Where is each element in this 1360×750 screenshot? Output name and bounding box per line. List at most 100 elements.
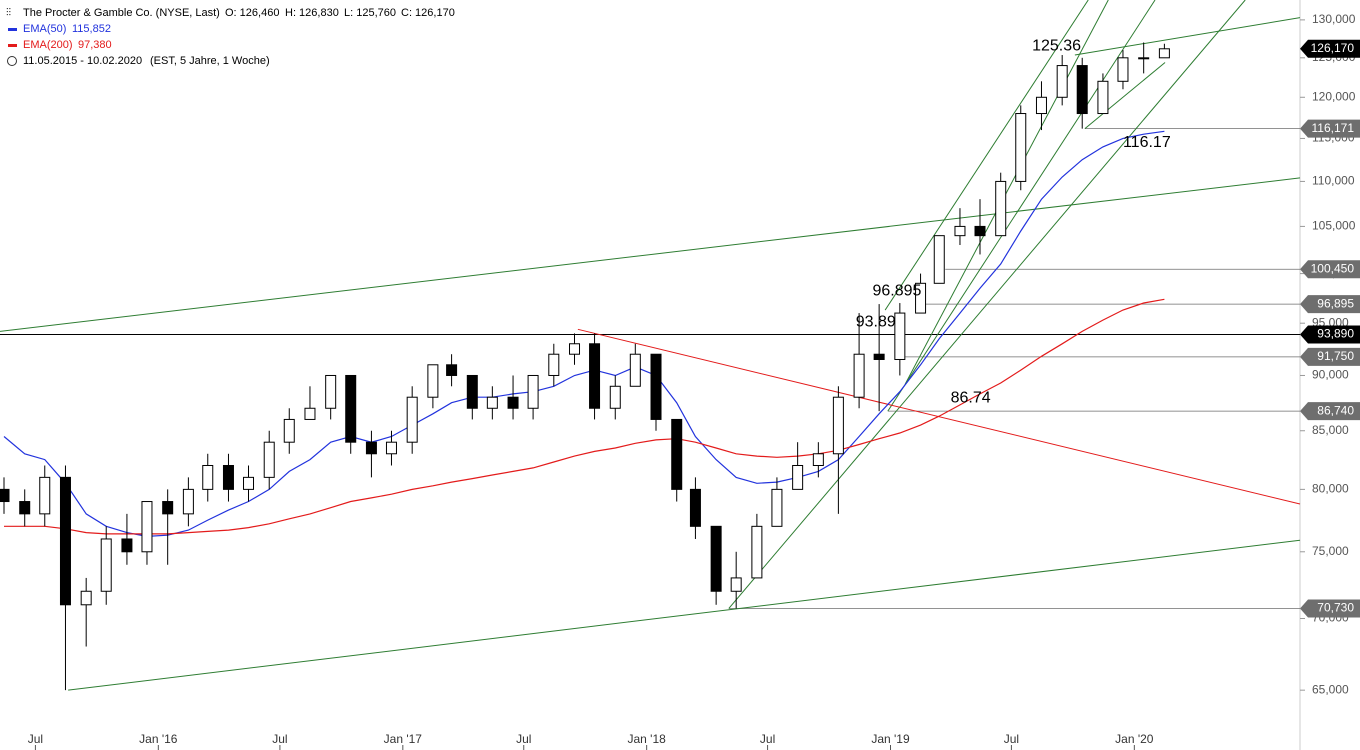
candle-body — [1097, 80, 1109, 115]
candle-body — [1117, 57, 1129, 82]
candle-body — [182, 488, 194, 515]
candle-body — [19, 501, 31, 515]
trendline — [887, 0, 1156, 412]
level-tag-label: 70,730 — [1317, 601, 1354, 615]
candle-body — [385, 441, 397, 455]
x-tick-label: Jan '19 — [871, 732, 910, 746]
candle-body — [446, 364, 458, 376]
candle-body — [792, 464, 804, 490]
x-tick-label: Jan '17 — [384, 732, 423, 746]
legend-name: EMA(50) — [23, 23, 66, 35]
trendline — [728, 0, 1246, 609]
candle-body — [222, 464, 234, 490]
level-tag-label: 100,450 — [1311, 261, 1355, 275]
candle-body — [650, 353, 662, 420]
candle-body — [771, 488, 783, 527]
level-tag — [1300, 39, 1360, 58]
candle-body — [345, 374, 357, 443]
date-range: 11.05.2015 - 10.02.2020 — [23, 55, 142, 67]
candle-body — [406, 396, 418, 443]
chart-title: The Procter & Gamble Co. (NYSE, Last) — [23, 7, 220, 19]
y-tick-label: 65,000 — [1312, 682, 1349, 696]
candle-body — [569, 343, 581, 355]
candle-body — [915, 282, 927, 314]
legend-value: 97,380 — [78, 39, 112, 51]
candle-body — [365, 441, 377, 455]
candle-body — [59, 476, 71, 606]
y-tick-label: 80,000 — [1312, 482, 1349, 496]
candle-body — [609, 385, 621, 409]
candle-body — [263, 441, 275, 478]
candle-body — [1035, 96, 1047, 115]
candle-body — [548, 353, 560, 376]
x-tick-label: Jul — [1004, 732, 1019, 746]
candle-body — [812, 453, 824, 466]
y-tick-label: 110,000 — [1312, 174, 1355, 188]
legend-swatch — [8, 44, 17, 47]
y-tick-label: 105,000 — [1312, 219, 1356, 233]
ohlc-close: C: 126,170 — [401, 7, 455, 19]
clock-icon — [7, 56, 17, 66]
candle-body — [507, 396, 519, 409]
candle-body — [853, 353, 865, 398]
legend-swatch — [8, 28, 17, 31]
candle-body — [527, 374, 539, 409]
ohlc-high: H: 126,830 — [285, 7, 339, 19]
annotation: 125.36 — [1032, 37, 1081, 54]
ohlc-low: L: 125,760 — [344, 7, 396, 19]
ohlc-open: O: 126,460 — [225, 7, 279, 19]
candle-body — [162, 501, 174, 515]
trendline — [0, 177, 1301, 332]
ema-line — [3, 130, 1165, 538]
level-tag-label: 116,171 — [1312, 121, 1355, 135]
level-tag-label: 93,890 — [1317, 327, 1354, 341]
candle-body — [202, 464, 214, 490]
candle-body — [730, 577, 742, 592]
candle-body — [1015, 113, 1027, 182]
range-note: (EST, 5 Jahre, 1 Woche) — [150, 55, 270, 67]
candle-body — [995, 180, 1007, 237]
candle-body — [894, 312, 906, 360]
candle-body — [689, 488, 701, 527]
x-tick-label: Jul — [28, 732, 43, 746]
level-tag — [1300, 599, 1360, 618]
candle-body — [873, 353, 885, 360]
ema-line — [4, 298, 1165, 535]
y-tick-label: 75,000 — [1312, 544, 1349, 558]
candle-body — [751, 525, 763, 579]
level-tag — [1300, 402, 1360, 421]
candle-body — [1138, 57, 1150, 60]
annotation: 93.89 — [856, 313, 896, 330]
level-tag — [1300, 260, 1360, 279]
x-tick-label: Jul — [760, 732, 775, 746]
legend-name: EMA(200) — [23, 39, 73, 51]
level-tag — [1300, 119, 1360, 138]
candle-body — [1076, 65, 1088, 115]
y-tick-label: 130,000 — [1312, 12, 1356, 26]
x-tick-label: Jan '16 — [139, 732, 178, 746]
candle-body — [486, 396, 498, 409]
candle-body — [954, 225, 966, 237]
annotation: 96.895 — [872, 282, 921, 299]
candle-body — [0, 488, 10, 503]
candle-body — [325, 374, 337, 409]
candle-body — [671, 418, 683, 490]
level-tag-label: 126,170 — [1311, 41, 1355, 55]
x-tick-label: Jul — [516, 732, 531, 746]
trendline — [884, 0, 1089, 311]
candle-body — [283, 418, 295, 443]
annotation: 116.17 — [1123, 134, 1171, 151]
candle-body — [466, 374, 478, 409]
candle-body — [710, 525, 722, 592]
y-tick-label: 120,000 — [1312, 89, 1356, 103]
candle-body — [80, 590, 92, 606]
x-tick-label: Jul — [272, 732, 287, 746]
candle-body — [100, 538, 112, 592]
level-tag — [1300, 295, 1360, 314]
trendline — [1084, 62, 1166, 130]
candle-body — [589, 343, 601, 409]
annotation: 86.74 — [951, 390, 991, 407]
